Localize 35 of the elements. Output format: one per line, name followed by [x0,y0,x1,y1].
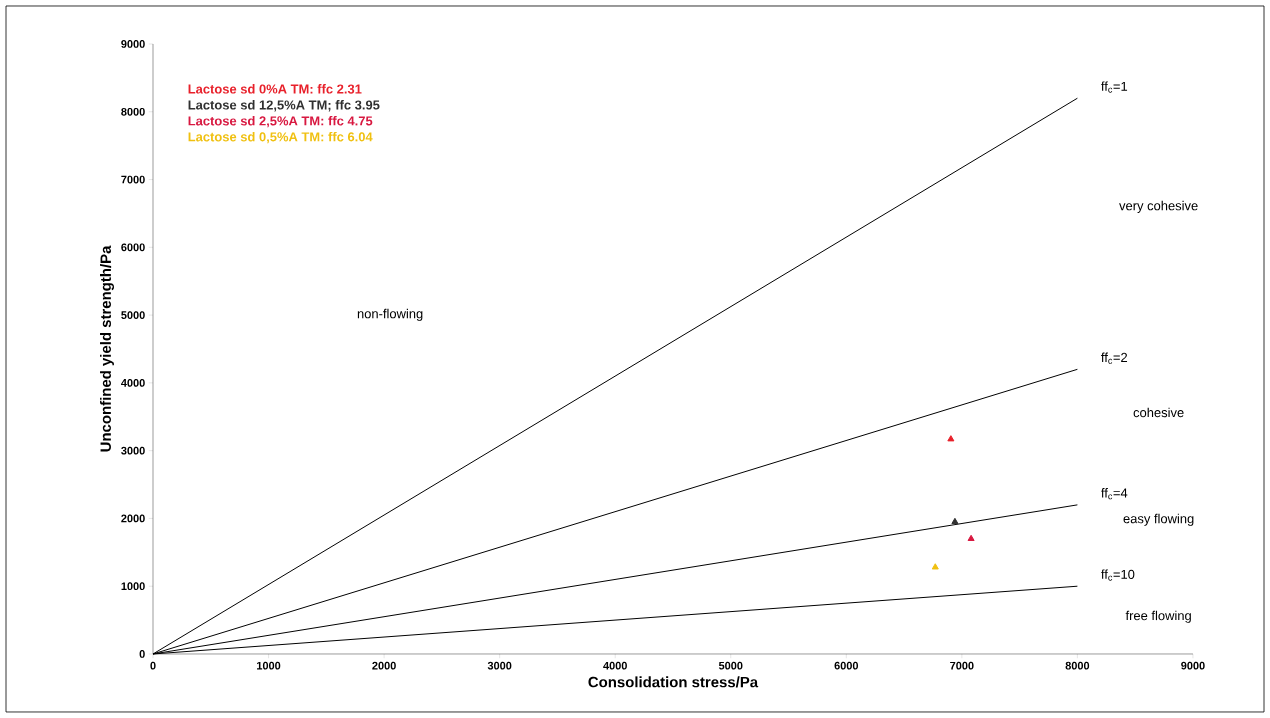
x-tick-label: 2000 [372,661,396,670]
y-tick-label: 6000 [121,243,145,252]
x-tick-label: 6000 [834,661,859,670]
annotation: cohesive [1133,407,1184,418]
series-label: ff$_{c}$=1 [1101,81,1128,93]
x-tick-label: 4000 [603,661,627,670]
x-tick-label: 5000 [718,661,743,670]
annotation: free flowing [1125,610,1191,623]
text: Lactose sd 0%A TM: ffc 2.31 [188,84,362,94]
y-tick-label: 3000 [121,446,145,455]
annotation: very cohesive [1119,200,1198,213]
x-tick-label: 9000 [1181,661,1205,670]
text: Lactose sd 12,5%A TM; ffc 3.95 [188,100,380,112]
x-tick-label: 1000 [257,661,281,670]
y-tick-label: 7000 [121,175,145,184]
x-tick-label: 8000 [1065,661,1090,670]
series-label: ff$_{c}$=4 [1101,488,1128,500]
y-tick-label: 1000 [121,582,145,591]
x-tick-label: 7000 [950,661,974,670]
y-tick-label: 2000 [121,514,145,523]
text: Lactose sd 2,5%A TM: ffc 4.75 [188,115,373,128]
y-tick-label: 0 [139,650,145,658]
y-tick-label: 8000 [121,107,145,116]
y-tick-label: 9000 [121,40,145,48]
text: Lactose sd 0,5%A TM: ffc 6.04 [188,131,373,144]
x-tick-label: 3000 [487,661,512,670]
series-label: ff$_{c}$=2 [1101,352,1128,364]
x-tick-label: 0 [150,661,156,670]
series-label: ff$_{c}$=10 [1101,569,1135,581]
annotation: easy flowing [1123,513,1194,526]
x-axis-title: Consolidation stress/Pa [588,676,759,688]
y-tick-label: 4000 [121,379,145,387]
annotation: non-flowing [357,308,423,321]
y-tick-label: 5000 [121,311,145,319]
y-axis-title: Unconfined yield strength/Pa [100,245,115,452]
